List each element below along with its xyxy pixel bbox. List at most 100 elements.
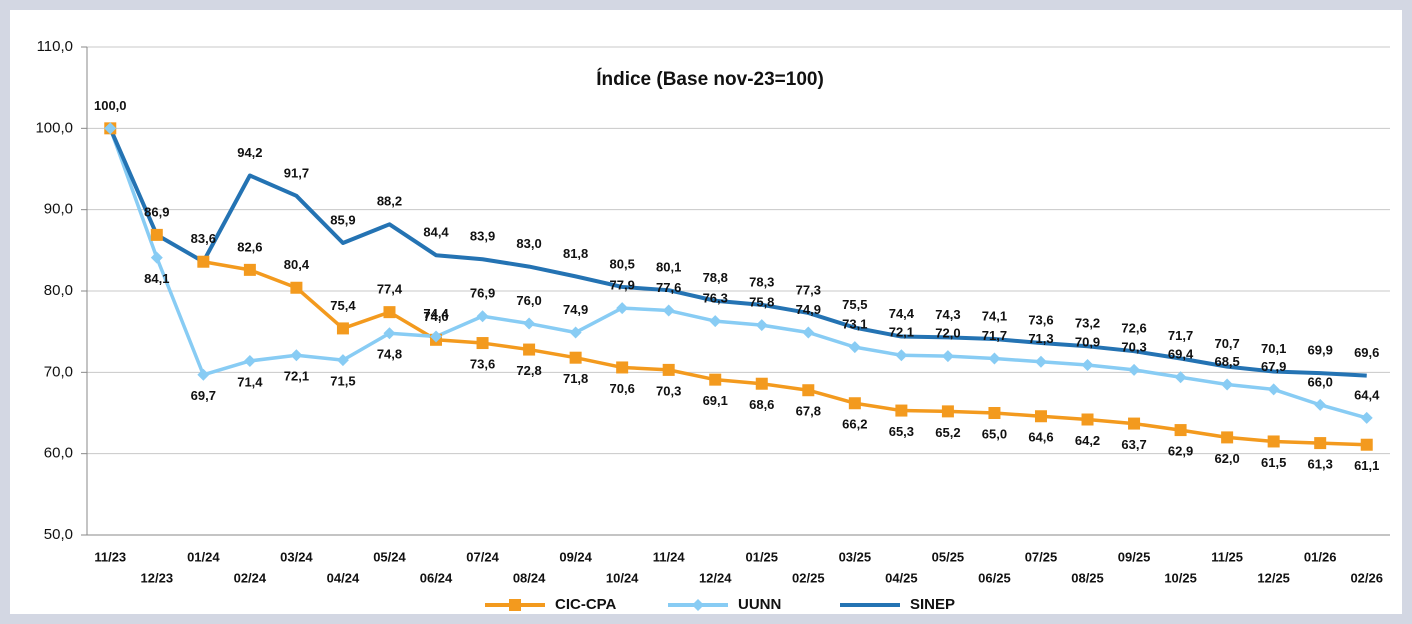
data-label: 70,7 [1214,336,1239,351]
y-tick-label: 110,0 [37,38,73,55]
data-label: 64,4 [1354,387,1380,402]
marker [988,352,1001,365]
x-tick-label: 11/25 [1211,549,1243,564]
marker [509,599,521,611]
marker [802,326,815,339]
data-label: 61,1 [1354,458,1379,473]
marker [383,327,396,340]
y-tick-label: 70,0 [44,363,73,380]
marker [1314,437,1327,450]
data-label: 65,2 [935,425,960,440]
x-tick-label: 06/25 [978,570,1011,585]
marker [336,322,349,335]
data-label: 75,8 [749,295,774,310]
y-tick-label: 50,0 [44,526,73,543]
data-label: 83,6 [191,231,216,246]
marker [755,319,768,332]
marker [941,405,954,418]
data-label: 76,9 [470,286,495,301]
marker [150,228,163,241]
x-tick-label: 01/25 [745,549,778,564]
data-label: 80,5 [610,256,635,271]
data-label: 74,4 [889,306,915,321]
marker [662,363,675,376]
data-label: 70,3 [656,383,681,398]
x-tick-label: 07/24 [466,549,499,564]
marker [988,407,1001,419]
marker [290,349,303,362]
data-label: 69,7 [191,388,216,403]
data-label: 72,1 [284,369,309,384]
data-label: 69,9 [1308,343,1333,358]
y-tick-label: 100,0 [35,119,73,136]
marker [1128,417,1141,430]
marker [895,349,908,362]
data-label: 72,6 [1121,321,1146,336]
x-tick-label: 07/25 [1025,549,1058,564]
data-label: 75,4 [330,298,356,313]
data-label: 64,2 [1075,433,1100,448]
chart-title: Índice (Base nov-23=100) [596,68,824,90]
data-label: 94,2 [237,145,262,160]
data-label: 74,3 [935,307,960,322]
x-tick-label: 01/26 [1304,549,1337,564]
data-label: 91,7 [284,165,309,180]
marker [569,351,582,364]
x-tick-label: 03/24 [280,549,313,564]
legend-label: SINEP [910,596,955,613]
marker [197,368,210,381]
data-label: 75,5 [842,297,867,312]
x-tick-label: 08/24 [513,570,546,585]
data-label: 84,4 [423,225,449,240]
marker [709,315,722,328]
data-label: 61,3 [1308,457,1333,472]
data-label: 64,6 [1028,430,1053,445]
data-label: 65,0 [982,426,1007,441]
legend-label: CIC-CPA [555,596,617,613]
marker [476,337,489,350]
x-tick-label: 11/23 [94,549,126,564]
data-label: 84,1 [144,271,169,286]
marker [1081,413,1094,426]
x-tick-label: 12/23 [141,570,174,585]
data-label: 100,0 [94,98,127,113]
marker [895,404,908,417]
data-label: 70,9 [1075,334,1100,349]
data-label: 86,9 [144,204,169,219]
x-tick-label: 06/24 [420,570,453,585]
marker [1221,431,1234,444]
marker [802,384,815,397]
data-label: 82,6 [237,239,262,254]
marker [662,304,675,317]
series-line [108,127,1367,378]
marker [569,326,582,339]
data-label: 72,8 [516,363,541,378]
marker [755,377,768,390]
data-label: 65,3 [889,424,914,439]
data-label: 71,7 [982,328,1007,343]
data-label: 81,8 [563,246,588,261]
marker [1360,438,1373,451]
data-label: 85,9 [330,212,355,227]
marker [104,122,117,135]
marker [1034,410,1047,423]
data-label: 80,1 [656,260,681,275]
marker [616,302,629,315]
data-label: 71,3 [1028,331,1053,346]
marker [1081,359,1094,372]
x-tick-label: 02/26 [1350,570,1383,585]
marker [197,255,210,268]
x-tick-label: 10/24 [606,570,639,585]
data-label: 71,7 [1168,328,1193,343]
x-tick-label: 02/25 [792,570,825,585]
data-label: 83,0 [516,236,541,251]
y-tick-label: 90,0 [44,201,73,218]
data-label: 66,0 [1308,374,1333,389]
data-label: 78,8 [703,270,728,285]
x-tick-label: 05/25 [932,549,965,564]
data-label: 74,1 [982,308,1007,323]
data-label: 73,1 [842,317,867,332]
marker [1314,398,1327,411]
y-tick-label: 80,0 [44,282,73,299]
